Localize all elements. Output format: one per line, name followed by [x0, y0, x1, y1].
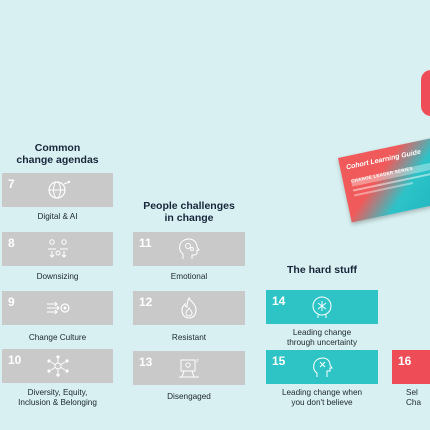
caption-line: Cha — [406, 398, 422, 407]
tile-11-emotional[interactable]: 11 — [133, 232, 245, 266]
tile-number: 12 — [139, 295, 153, 309]
tile-number: 13 — [139, 355, 153, 369]
caption-line: Leading change — [292, 328, 352, 337]
tile-7-digital-ai[interactable]: 7 — [2, 173, 113, 207]
title-line: Common — [34, 142, 81, 154]
globe-circuit-icon — [48, 180, 71, 199]
tile-14-caption: Leading change through uncertainty — [266, 328, 378, 348]
people-down-arrows-icon — [48, 239, 68, 258]
diversity-network-icon — [47, 355, 69, 377]
tile-7-caption: Digital & AI — [2, 212, 113, 222]
caption-line: Leading change when — [281, 388, 363, 397]
tile-8-downsizing[interactable]: 8 — [2, 232, 113, 266]
caption-line: Emotional — [170, 272, 208, 281]
tile-13-caption: Disengaged — [133, 392, 245, 402]
tile-13-disengaged[interactable]: 13 z — [133, 351, 245, 385]
tile-15-dont-believe[interactable]: 15 — [266, 350, 378, 384]
tile-14-uncertainty[interactable]: 14 — [266, 290, 378, 324]
emotional-head-icon — [179, 238, 200, 259]
caption-line: Resistant — [171, 333, 207, 342]
tile-number: 11 — [139, 236, 152, 250]
arrows-gear-icon — [47, 301, 70, 315]
caption-line: you don't believe — [291, 398, 353, 407]
caption-line: Disengaged — [167, 392, 211, 401]
title-line: change agendas — [16, 154, 99, 166]
tile-16[interactable]: 16 — [392, 350, 430, 384]
hard-stuff-title: The hard stuff — [287, 264, 357, 276]
decorative-blob — [421, 70, 430, 116]
disengaged-person-icon: z — [179, 358, 199, 378]
tile-10-diversity[interactable]: 10 — [2, 349, 113, 383]
tile-number: 9 — [8, 295, 15, 309]
doubt-head-icon — [313, 357, 333, 377]
tile-11-caption: Emotional — [133, 272, 245, 282]
people-challenges-title: People challenges in change — [130, 200, 248, 224]
fire-hand-icon — [181, 296, 197, 319]
tile-number: 7 — [8, 177, 15, 191]
tile-8-caption: Downsizing — [2, 272, 113, 282]
caption-line: Sel — [406, 388, 418, 397]
tile-number: 16 — [398, 354, 412, 368]
tile-15-caption: Leading change when you don't believe — [266, 388, 378, 408]
tile-9-caption: Change Culture — [2, 333, 113, 343]
tile-16-caption: Sel Cha — [406, 388, 430, 408]
tile-number: 8 — [8, 236, 15, 250]
caption-line: Change Culture — [28, 333, 87, 342]
caption-line: Digital & AI — [37, 212, 78, 221]
tile-12-resistant[interactable]: 12 — [133, 291, 245, 325]
tile-number: 10 — [8, 353, 22, 367]
svg-text:z: z — [196, 358, 199, 364]
tile-number: 14 — [272, 294, 286, 308]
head-question-icon — [312, 296, 332, 318]
tile-10-caption: Diversity, Equity, Inclusion & Belonging — [2, 388, 113, 408]
common-change-agendas-title: Common change agendas — [0, 142, 115, 166]
caption-line: Downsizing — [36, 272, 79, 281]
cohort-learning-guide-cover[interactable]: Cohort Learning Guide CHANGE LEADER SERI… — [338, 135, 430, 223]
caption-line: Inclusion & Belonging — [18, 398, 97, 407]
title-line: People challenges — [143, 200, 235, 212]
tile-number: 15 — [272, 354, 286, 368]
caption-line: through uncertainty — [286, 338, 358, 347]
title-line: in change — [164, 212, 214, 224]
tile-12-caption: Resistant — [133, 333, 245, 343]
decorative-blob-dot — [424, 95, 430, 109]
caption-line: Diversity, Equity, — [27, 388, 88, 397]
tile-9-change-culture[interactable]: 9 — [2, 291, 113, 325]
